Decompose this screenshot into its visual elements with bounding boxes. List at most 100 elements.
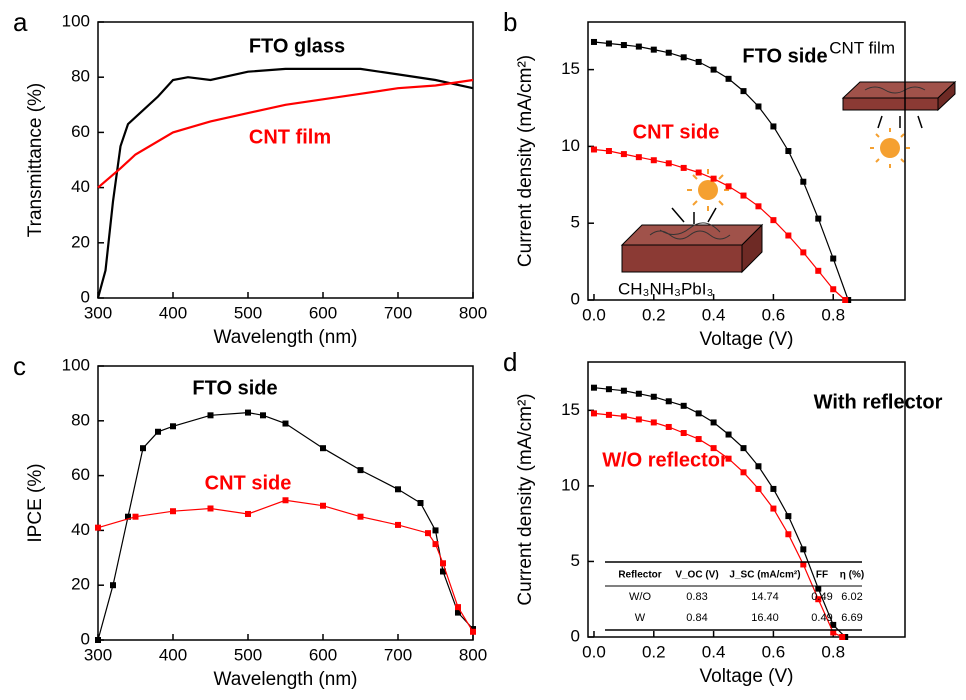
panel-label: b — [503, 7, 517, 37]
data-point — [815, 215, 822, 222]
series-label: With reflector — [814, 391, 943, 413]
x-tick-label: 0.6 — [762, 642, 786, 661]
table-header: J_SC (mA/cm²) — [729, 570, 800, 581]
data-point — [95, 524, 101, 531]
x-tick-label: 400 — [159, 645, 187, 664]
y-tick-label: 60 — [71, 465, 90, 484]
y-tick-label: 0 — [571, 626, 580, 645]
data-point — [785, 232, 792, 239]
data-point — [740, 469, 747, 476]
data-point — [357, 467, 364, 474]
y-tick-label: 5 — [571, 551, 580, 570]
data-point — [665, 423, 672, 430]
y-tick-label: 5 — [571, 213, 580, 232]
x-tick-label: 0.0 — [582, 642, 606, 661]
data-point — [770, 123, 777, 130]
plot-frame — [97, 365, 474, 641]
y-axis-title: Current density (mA/cm²) — [515, 393, 536, 605]
x-tick-label: 300 — [84, 645, 112, 664]
y-tick-label: 10 — [561, 136, 580, 155]
x-tick-label: 300 — [84, 303, 112, 322]
data-point — [245, 510, 251, 517]
data-point — [282, 420, 289, 427]
data-point — [755, 485, 762, 492]
y-axis-title: IPCE (%) — [25, 463, 46, 542]
data-point — [680, 54, 687, 61]
series-label: W/O reflector — [602, 449, 728, 471]
data-point — [770, 217, 777, 224]
data-point — [455, 604, 461, 611]
data-point — [710, 445, 717, 452]
data-point — [125, 513, 131, 520]
data-point — [590, 384, 597, 391]
x-tick-label: 800 — [459, 303, 487, 322]
data-point — [785, 531, 792, 538]
annotation: CH₃NH₃PbI₃ — [618, 279, 713, 298]
data-point — [710, 66, 717, 73]
data-point — [650, 46, 657, 53]
data-point — [740, 445, 747, 452]
data-point — [635, 154, 642, 161]
y-tick-label: 0 — [571, 289, 580, 308]
y-tick-label: 15 — [561, 400, 580, 419]
plot-frame — [587, 21, 906, 301]
series-label: CNT side — [633, 121, 720, 143]
table-cell: 0.83 — [686, 591, 707, 603]
data-point — [800, 546, 807, 553]
data-point — [680, 430, 687, 437]
data-point — [755, 463, 762, 470]
data-point — [170, 423, 176, 430]
series-label: CNT side — [205, 472, 292, 494]
x-tick-label: 700 — [384, 303, 412, 322]
data-point — [725, 183, 732, 190]
series-line — [97, 499, 474, 633]
panel-label: d — [503, 347, 517, 377]
y-tick-label: 40 — [71, 177, 90, 196]
data-point — [620, 151, 627, 158]
data-point — [110, 582, 116, 589]
data-point — [830, 255, 837, 262]
inset-schematic — [620, 80, 957, 274]
x-tick-label: 0.4 — [702, 305, 726, 324]
data-point — [635, 416, 642, 423]
data-point — [755, 203, 762, 210]
y-tick-label: 20 — [71, 232, 90, 251]
data-point — [815, 267, 822, 274]
data-point — [830, 286, 837, 293]
data-point — [695, 58, 702, 65]
data-point — [725, 431, 732, 438]
data-point — [605, 148, 612, 155]
y-axis-title: Current density (mA/cm²) — [515, 55, 536, 267]
data-point — [800, 561, 807, 568]
data-point — [170, 508, 176, 515]
x-tick-label: 800 — [459, 645, 487, 664]
series-label: FTO side — [742, 45, 827, 67]
table-cell: 0.49 — [811, 612, 832, 624]
data-point — [155, 428, 161, 435]
data-point — [245, 409, 251, 416]
data-point — [710, 175, 717, 182]
data-point — [842, 297, 849, 303]
data-point — [620, 413, 627, 420]
series-line — [97, 411, 474, 641]
data-point — [650, 419, 657, 426]
x-tick-label: 0.6 — [762, 305, 786, 324]
data-point — [425, 530, 431, 537]
x-tick-label: 0.2 — [642, 305, 666, 324]
data-point — [680, 402, 687, 409]
data-point — [395, 521, 401, 528]
data-point — [815, 596, 822, 603]
x-tick-label: 500 — [234, 645, 262, 664]
data-point — [710, 419, 717, 426]
series-label: CNT film — [249, 126, 331, 148]
data-point — [785, 148, 792, 155]
table-cell: W/O — [629, 591, 651, 603]
x-axis-title: Wavelength (nm) — [214, 327, 358, 348]
data-point — [440, 560, 446, 567]
data-point — [395, 486, 401, 493]
table-header: Reflector — [618, 570, 661, 581]
data-point — [455, 609, 461, 616]
data-point — [665, 398, 672, 405]
data-point — [620, 387, 627, 394]
y-tick-label: 20 — [71, 575, 90, 594]
